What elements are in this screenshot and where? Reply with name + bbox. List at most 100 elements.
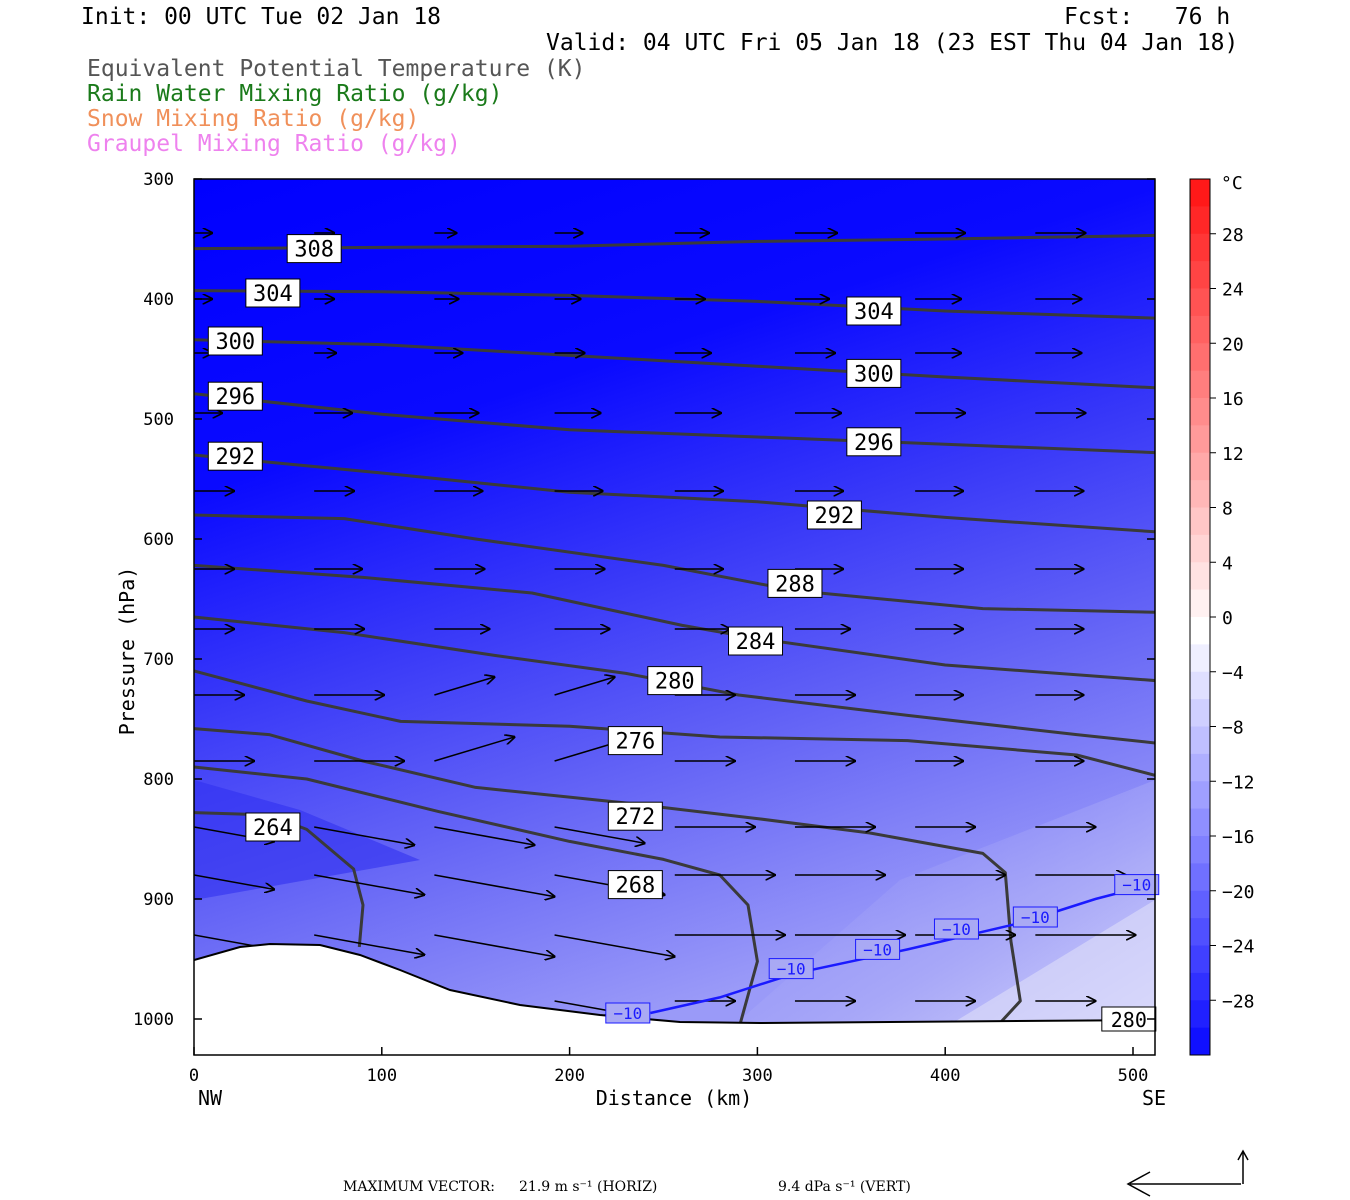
colorbar-segment <box>1190 972 1210 1001</box>
y-axis-label: Pressure (hPa) <box>115 567 139 736</box>
wind-vector <box>314 874 424 895</box>
colorbar-segment <box>1190 918 1210 946</box>
contour-label-288: 288 <box>775 572 815 597</box>
colorbar-tick-label: −12 <box>1222 772 1255 793</box>
y-tick-label: 900 <box>143 890 174 910</box>
isotherm-label: −10 <box>777 960 806 979</box>
wind-vector <box>554 677 615 696</box>
temperature-shading <box>194 179 1155 1055</box>
x-tick-label: 500 <box>1118 1066 1149 1086</box>
colorbar-segment <box>1190 370 1210 399</box>
legend-rain: Rain Water Mixing Ratio (g/kg) <box>87 81 503 107</box>
colorbar-tick-label: 12 <box>1222 444 1244 465</box>
colorbar-segment <box>1190 261 1210 289</box>
wind-vector <box>434 677 494 696</box>
y-tick-label: 800 <box>143 770 174 790</box>
valid-time: Valid: 04 UTC Fri 05 Jan 18 (23 EST Thu … <box>546 30 1239 56</box>
max-vector-legend: MAXIMUM VECTOR: 21.9 m s⁻¹ (HORIZ) 9.4 d… <box>343 1149 1249 1197</box>
x-tick-label: 0 <box>189 1066 199 1086</box>
y-tick-label: 300 <box>143 170 174 190</box>
contour-label-box <box>607 801 663 831</box>
max-vector-horiz: 21.9 m s⁻¹ (HORIZ) <box>519 1179 657 1195</box>
isotherm-label-box <box>1012 906 1058 928</box>
theta-e-contour-300 <box>194 338 1155 390</box>
colorbar-tick-label: −20 <box>1222 882 1255 903</box>
plot-frame <box>193 178 1156 1056</box>
colorbar-segment <box>1190 398 1210 426</box>
y-tick-label: 600 <box>143 530 174 550</box>
theta-e-contour-284 <box>194 563 1155 683</box>
colorbar-segment <box>1190 233 1210 262</box>
wind-vector <box>434 934 554 957</box>
contour-label-272: 272 <box>615 805 655 830</box>
contour-label-296: 296 <box>215 385 255 410</box>
contour-label-264: 264 <box>253 816 293 841</box>
colorbar-tick-label: −16 <box>1222 827 1255 848</box>
colorbar-segment <box>1190 945 1210 974</box>
colorbar-segment <box>1190 671 1210 700</box>
colorbar-tick-label: 8 <box>1222 499 1233 520</box>
contour-label-box <box>846 358 902 388</box>
theta-e-contour-272 <box>194 727 1022 1023</box>
surface-label-box <box>1101 1006 1157 1032</box>
y-tick-label: 700 <box>143 650 174 670</box>
contour-label-300: 300 <box>215 330 255 355</box>
colorbar-segment <box>1190 315 1210 344</box>
colorbar-segment <box>1190 836 1210 864</box>
isotherm-minus10 <box>650 882 1155 1015</box>
colorbar-segment <box>1190 726 1210 755</box>
legend-snow: Snow Mixing Ratio (g/kg) <box>87 106 420 132</box>
contour-label-300: 300 <box>854 362 894 387</box>
isotherm-label: −10 <box>942 920 971 939</box>
colorbar-segment <box>1190 452 1210 481</box>
colorbar-segment <box>1190 781 1210 810</box>
contour-label-292: 292 <box>815 504 855 529</box>
x-tick-label: 400 <box>930 1066 961 1086</box>
colorbar-unit: °C <box>1221 173 1243 194</box>
contour-label-268: 268 <box>615 874 655 899</box>
theta-e-contour-268 <box>194 765 759 1023</box>
isotherm-label: −10 <box>613 1004 642 1023</box>
colorbar-tick-label: 4 <box>1222 553 1233 574</box>
y-tick-label: 400 <box>143 290 174 310</box>
colorbar-segment <box>1190 699 1210 727</box>
colorbar-tick-label: 24 <box>1222 280 1244 301</box>
legend-theta-e: Equivalent Potential Temperature (K) <box>87 56 586 82</box>
colorbar-segment <box>1190 890 1210 919</box>
contour-label-box <box>806 500 862 530</box>
wind-vector <box>434 737 514 762</box>
contour-label-292: 292 <box>215 445 255 470</box>
colorbar-segment <box>1190 206 1210 235</box>
colorbar-tick-label: −4 <box>1222 663 1244 684</box>
theta-e-contour-288 <box>194 513 1155 614</box>
wind-vector <box>314 934 424 955</box>
contour-label-box <box>207 326 263 356</box>
isotherm-label-box <box>1114 874 1160 896</box>
colorbar-segment <box>1190 753 1210 782</box>
colorbar-segment <box>1190 1027 1210 1056</box>
colorbar-segment <box>1190 534 1210 563</box>
axes: 300 400 500 600 700 800 900 1000 0 100 200 300 400 50… <box>133 170 1155 1086</box>
legend-graupel: Graupel Mixing Ratio (g/kg) <box>87 131 461 157</box>
theta-e-contour-308 <box>194 233 1155 251</box>
colorbar-segment <box>1190 425 1210 454</box>
colorbar-tick-label: −28 <box>1222 991 1255 1012</box>
colorbar-segment <box>1190 863 1210 892</box>
colorbar-segment <box>1190 808 1210 837</box>
isotherm-label: −10 <box>1021 908 1050 927</box>
contour-label-box <box>767 568 823 598</box>
colorbar-segment <box>1190 1000 1210 1029</box>
contour-label-284: 284 <box>736 630 776 655</box>
isotherm-label: −10 <box>863 940 892 959</box>
colorbar-segment <box>1190 507 1210 536</box>
colorbar-segment <box>1190 617 1210 645</box>
x-tick-label: 300 <box>742 1066 773 1086</box>
isotherm-label-box <box>605 1002 651 1024</box>
theta-e-contour-292 <box>194 453 1155 534</box>
contour-label-box <box>286 234 342 264</box>
wind-vector <box>554 1000 615 1012</box>
contour-label-box <box>728 626 784 656</box>
colorbar-segment <box>1190 343 1210 372</box>
wind-vector <box>194 874 274 889</box>
